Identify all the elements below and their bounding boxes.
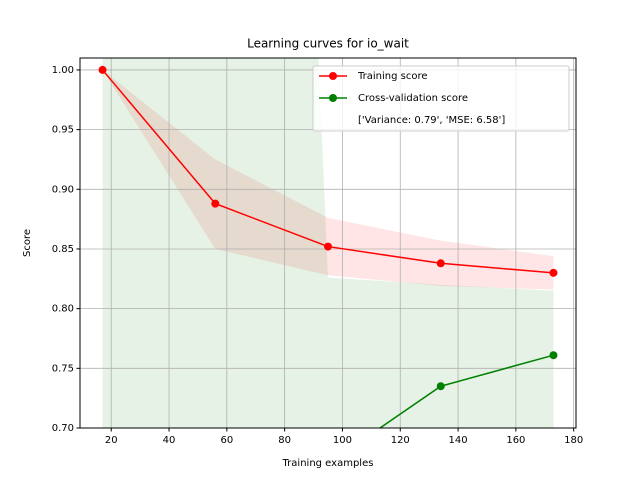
- legend: Training score Cross-validation score ['Va…: [312, 65, 570, 132]
- marker: [98, 65, 107, 74]
- chart-title: Learning curves for io_wait: [247, 37, 409, 51]
- marker: [436, 259, 445, 268]
- x-tick-label: 40: [163, 435, 176, 446]
- marker: [211, 199, 220, 208]
- x-axis-label: Training examples: [282, 458, 374, 469]
- y-axis-label: Score: [22, 229, 33, 257]
- y-tick-label: 0.90: [52, 184, 74, 195]
- marker: [549, 351, 558, 360]
- y-tick-label: 1.00: [52, 65, 74, 76]
- x-tick-label: 80: [278, 435, 291, 446]
- band: [102, 69, 554, 290]
- band: [102, 58, 554, 428]
- series-line: [378, 354, 554, 428]
- legend-box: [312, 65, 570, 132]
- x-tick-label: 120: [391, 435, 410, 446]
- marker: [324, 242, 332, 251]
- marker: [436, 382, 445, 391]
- x-tick-label: 140: [449, 435, 468, 446]
- x-tick-label: 180: [564, 435, 583, 446]
- x-tick-label: 60: [220, 435, 233, 446]
- legend-marker: [329, 72, 337, 80]
- y-tick-label: 0.95: [52, 125, 74, 136]
- legend-marker: [329, 94, 337, 102]
- legend-label: Cross-validation score: [358, 93, 468, 104]
- x-tick-label: 20: [105, 435, 118, 446]
- lines: [98, 65, 558, 428]
- bands: [102, 58, 554, 428]
- y-tick-label: 0.80: [52, 304, 74, 315]
- axes-frame: [79, 57, 577, 429]
- y-tick-label: 0.70: [52, 423, 74, 434]
- legend-label: Training score: [357, 71, 428, 82]
- y-tick-label: 0.75: [52, 363, 74, 374]
- x-tick-label: 160: [506, 435, 525, 446]
- x-tick-label: 100: [333, 435, 352, 446]
- legend-note: ['Variance: 0.79', 'MSE: 6.58']: [358, 115, 505, 126]
- marker: [549, 268, 558, 277]
- y-tick-label: 0.85: [52, 244, 74, 255]
